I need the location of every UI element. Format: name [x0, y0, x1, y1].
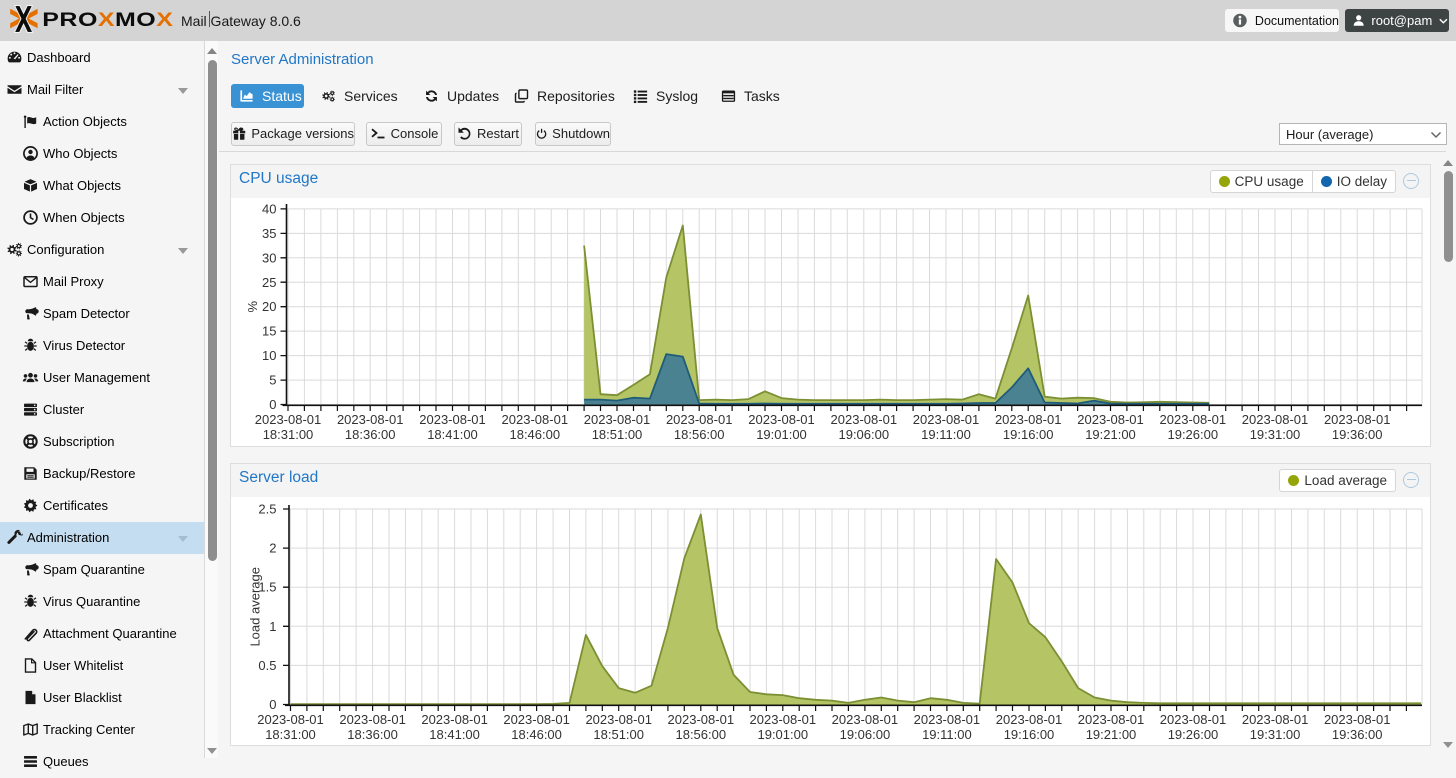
svg-text:2023-08-01: 2023-08-01	[1160, 412, 1227, 427]
svg-text:19:06:00: 19:06:00	[838, 427, 889, 442]
svg-text:2023-08-01: 2023-08-01	[1242, 712, 1309, 727]
svg-text:10: 10	[262, 348, 276, 363]
svg-text:18:56:00: 18:56:00	[675, 727, 726, 742]
svg-text:20: 20	[262, 299, 276, 314]
svg-text:18:51:00: 18:51:00	[593, 727, 644, 742]
svg-text:2023-08-01: 2023-08-01	[584, 412, 651, 427]
svg-text:2023-08-01: 2023-08-01	[914, 712, 981, 727]
svg-text:18:56:00: 18:56:00	[674, 427, 725, 442]
svg-text:2023-08-01: 2023-08-01	[1324, 712, 1391, 727]
svg-text:2023-08-01: 2023-08-01	[1077, 412, 1144, 427]
svg-text:2023-08-01: 2023-08-01	[832, 712, 899, 727]
svg-text:19:01:00: 19:01:00	[757, 727, 808, 742]
svg-text:2023-08-01: 2023-08-01	[831, 412, 898, 427]
svg-text:18:36:00: 18:36:00	[345, 427, 396, 442]
svg-text:0: 0	[269, 697, 276, 712]
svg-text:1.5: 1.5	[258, 580, 276, 595]
svg-text:0: 0	[269, 397, 276, 412]
svg-text:30: 30	[262, 250, 276, 265]
svg-text:2023-08-01: 2023-08-01	[502, 412, 569, 427]
svg-text:Load average: Load average	[248, 567, 263, 647]
svg-text:18:36:00: 18:36:00	[347, 727, 398, 742]
svg-text:19:11:00: 19:11:00	[922, 727, 972, 742]
svg-text:1: 1	[269, 619, 276, 634]
svg-text:19:31:00: 19:31:00	[1250, 727, 1301, 742]
svg-text:2023-08-01: 2023-08-01	[337, 412, 404, 427]
svg-text:2023-08-01: 2023-08-01	[1324, 412, 1391, 427]
svg-text:19:11:00: 19:11:00	[921, 427, 971, 442]
svg-text:18:51:00: 18:51:00	[592, 427, 643, 442]
svg-text:19:26:00: 19:26:00	[1168, 727, 1219, 742]
svg-text:19:36:00: 19:36:00	[1332, 727, 1383, 742]
svg-text:2.5: 2.5	[258, 502, 276, 517]
svg-text:19:31:00: 19:31:00	[1250, 427, 1301, 442]
svg-text:18:41:00: 18:41:00	[429, 727, 480, 742]
svg-text:0.5: 0.5	[258, 658, 276, 673]
svg-text:2023-08-01: 2023-08-01	[748, 412, 815, 427]
svg-text:18:46:00: 18:46:00	[509, 427, 560, 442]
svg-text:%: %	[245, 300, 260, 312]
svg-text:19:16:00: 19:16:00	[1004, 727, 1055, 742]
svg-text:35: 35	[262, 226, 276, 241]
svg-text:2023-08-01: 2023-08-01	[419, 412, 486, 427]
svg-text:18:31:00: 18:31:00	[263, 427, 314, 442]
svg-text:18:46:00: 18:46:00	[511, 727, 562, 742]
svg-text:2023-08-01: 2023-08-01	[255, 412, 322, 427]
svg-text:2: 2	[269, 541, 276, 556]
svg-text:40: 40	[262, 201, 276, 216]
svg-text:2023-08-01: 2023-08-01	[750, 712, 817, 727]
svg-text:19:26:00: 19:26:00	[1167, 427, 1218, 442]
svg-text:2023-08-01: 2023-08-01	[913, 412, 980, 427]
svg-text:19:01:00: 19:01:00	[756, 427, 807, 442]
svg-text:15: 15	[262, 324, 276, 339]
svg-text:2023-08-01: 2023-08-01	[668, 712, 735, 727]
svg-text:19:21:00: 19:21:00	[1086, 727, 1137, 742]
svg-text:19:21:00: 19:21:00	[1085, 427, 1136, 442]
svg-text:2023-08-01: 2023-08-01	[996, 712, 1063, 727]
svg-text:2023-08-01: 2023-08-01	[339, 712, 406, 727]
svg-text:2023-08-01: 2023-08-01	[1160, 712, 1227, 727]
svg-text:19:16:00: 19:16:00	[1003, 427, 1054, 442]
svg-text:5: 5	[269, 373, 276, 388]
svg-text:2023-08-01: 2023-08-01	[257, 712, 324, 727]
svg-text:2023-08-01: 2023-08-01	[995, 412, 1061, 427]
svg-text:18:41:00: 18:41:00	[427, 427, 478, 442]
svg-text:2023-08-01: 2023-08-01	[1242, 412, 1309, 427]
svg-text:2023-08-01: 2023-08-01	[421, 712, 488, 727]
svg-text:19:36:00: 19:36:00	[1332, 427, 1383, 442]
svg-text:2023-08-01: 2023-08-01	[503, 712, 569, 727]
svg-text:19:06:00: 19:06:00	[840, 727, 891, 742]
svg-text:2023-08-01: 2023-08-01	[666, 412, 733, 427]
svg-text:25: 25	[262, 275, 276, 290]
svg-text:PROXMOX: PROXMOX	[42, 8, 173, 30]
svg-text:2023-08-01: 2023-08-01	[585, 712, 652, 727]
svg-text:18:31:00: 18:31:00	[265, 727, 316, 742]
svg-text:2023-08-01: 2023-08-01	[1078, 712, 1145, 727]
